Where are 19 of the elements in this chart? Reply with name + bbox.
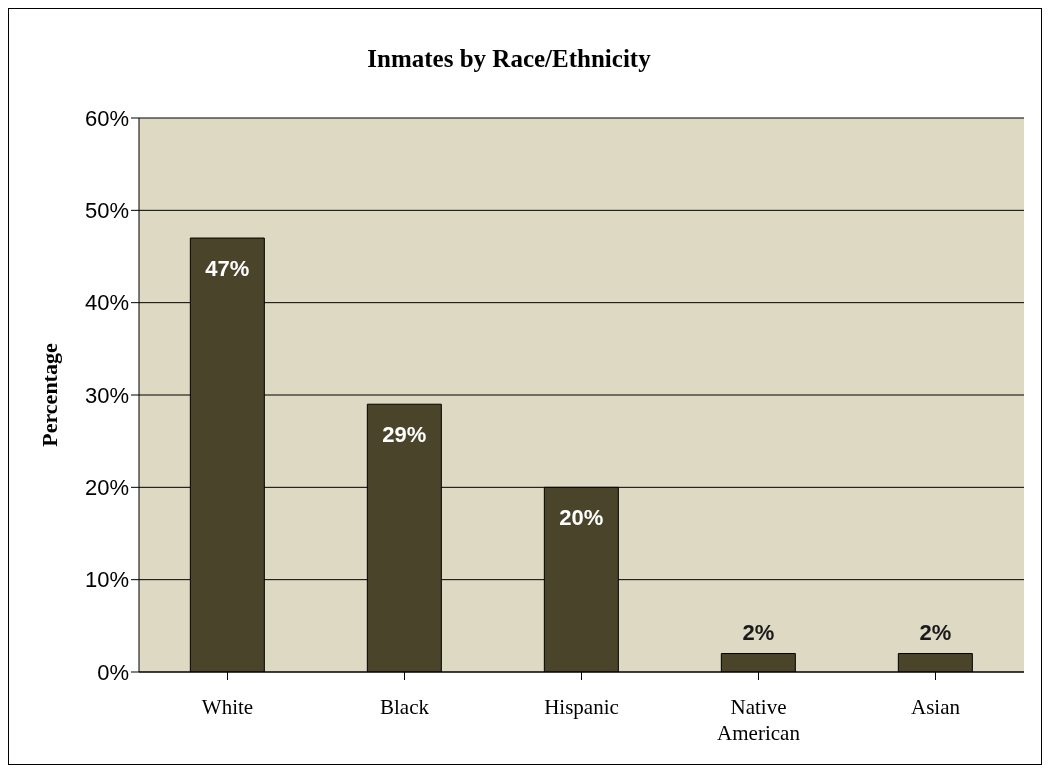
data-label: 47% xyxy=(205,256,250,282)
y-axis-title: Percentage xyxy=(36,343,62,447)
data-label: 29% xyxy=(382,422,427,448)
y-tick-label: 30% xyxy=(84,382,129,408)
data-label: 20% xyxy=(559,505,604,531)
x-tick-label: White xyxy=(201,695,254,719)
y-tick-label: 20% xyxy=(84,475,129,501)
x-tick-label: Hispanic xyxy=(544,695,619,719)
data-label: 2% xyxy=(742,619,775,645)
x-tick-label: Native American xyxy=(717,695,801,745)
y-tick-label: 0% xyxy=(97,659,129,685)
chart-title: Inmates by Race/Ethnicity xyxy=(366,45,652,73)
x-tick-label: Black xyxy=(380,695,430,719)
y-tick-label: 50% xyxy=(84,198,129,224)
y-tick-label: 40% xyxy=(84,290,129,316)
y-tick-label: 60% xyxy=(84,105,129,131)
x-tick-label: Asian xyxy=(911,695,961,719)
y-tick-label: 10% xyxy=(84,567,129,593)
data-label: 2% xyxy=(919,619,952,645)
